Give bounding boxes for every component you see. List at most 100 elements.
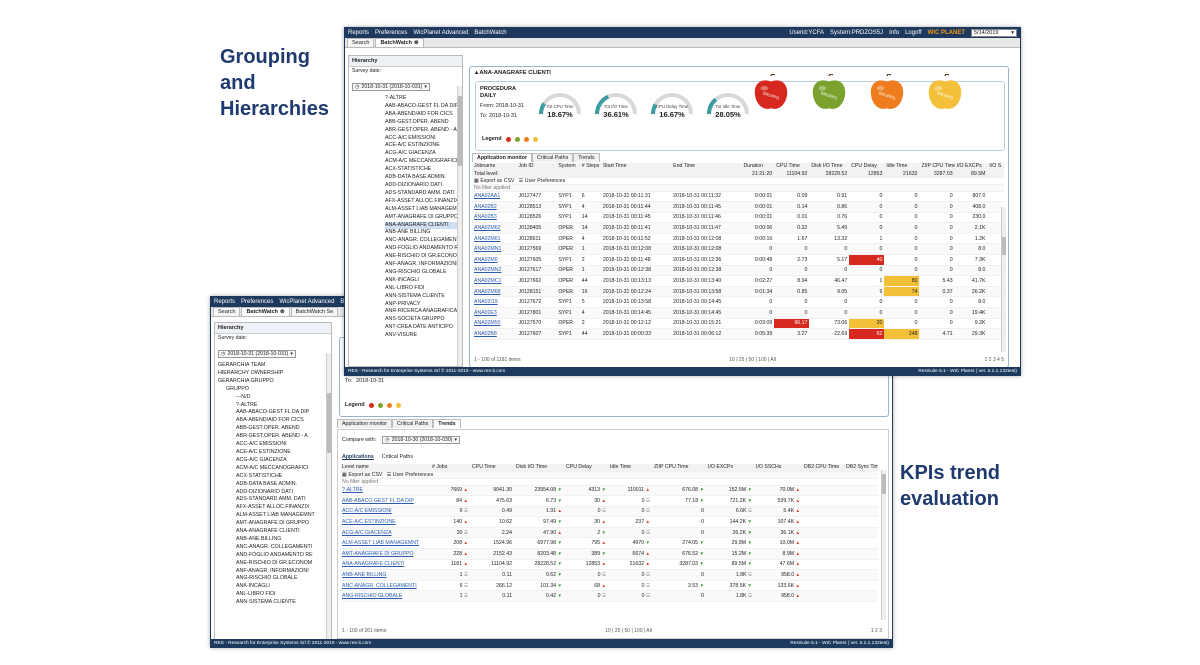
level-link[interactable]: ACG-A/C GIACENZA — [340, 527, 430, 539]
user-preferences-button[interactable]: ☰ User Preferences — [518, 177, 566, 184]
tree-node[interactable]: ACC-A/C EMISSIONI — [236, 441, 287, 448]
group-apple-icon[interactable]: GRUPPO — [868, 73, 906, 112]
column-header[interactable]: Start Time — [600, 163, 672, 171]
tree-node[interactable]: ANF-ANAGR. INFORMAZIONI — [385, 261, 458, 268]
tree-node[interactable]: ANA-ANAGRAFE CLIENTI — [385, 221, 459, 230]
pager-pages[interactable]: 1 2 3 — [870, 628, 882, 634]
tree-node[interactable]: ANS-SOCIETA GRUPPO — [385, 316, 445, 323]
tree-node[interactable]: ANN-SISTEMA CLIENTE — [236, 599, 296, 606]
column-header[interactable]: Duration — [741, 163, 775, 171]
tree-node[interactable]: ADD-DIZIONARIO DATI — [236, 488, 293, 495]
table-row[interactable]: ANC-ANAGR. COLLEGAMENTI 6 ☰ 266.12 101.34 ▼… — [340, 580, 878, 592]
compare-select[interactable]: ◷ 2018-10-30 (2018-10-030) ▾ — [382, 436, 461, 444]
tree-node[interactable]: ANF-ANAGR. INFORMAZIONI — [236, 567, 309, 574]
level-link[interactable]: ALM-ASSET LIAB MANAGEMNT — [340, 537, 430, 550]
column-header[interactable]: Idle Time — [884, 163, 920, 171]
subtab-critical-paths[interactable]: Critical Paths — [532, 153, 574, 162]
tree-node[interactable]: AFX-ASSET ALLOC.FINANZIX — [236, 504, 310, 511]
innertab-critical-paths[interactable]: Critical Paths — [381, 454, 413, 460]
tab-batchwatch[interactable]: BatchWatch ⊗ — [375, 38, 424, 47]
column-header[interactable]: CPU Delay — [564, 464, 608, 472]
table-row[interactable]: ANA02M62 J0128405 OPER 14 2018-10-31 00:11:4… — [472, 222, 1004, 234]
job-link[interactable]: ANA02AA1 — [472, 191, 517, 203]
tree-node[interactable]: AMT-ANAGRAFE DI GRUPPO — [236, 520, 309, 527]
tree-node[interactable]: ACG-A/C GIACENZA — [236, 456, 287, 463]
tree-node[interactable]: ANB-ANE BILLING — [385, 229, 431, 236]
table-row[interactable]: AAB-ABACO-GEST FL DA DIP 84 ▲ 475.63 6.73 ▼… — [340, 495, 878, 507]
subtab-application-monitor[interactable]: Application monitor — [337, 419, 393, 428]
level-link[interactable]: ANA-ANAGRAFE CLIENTI — [340, 559, 430, 571]
job-link[interactable]: ANA02M61 — [472, 233, 517, 245]
tree-node[interactable]: ACG-A/C GIACENZA — [385, 150, 436, 157]
tree-node[interactable]: ACC-A/C EMISSIONI — [385, 134, 436, 141]
tree-node[interactable]: ABB-GEST.OPER. ABEND — [236, 425, 300, 432]
tree-node[interactable]: AND-FOGLIO ANDAMENTO RE — [236, 551, 313, 558]
job-link[interactable]: ANA02M62 — [472, 222, 517, 234]
column-header[interactable]: System — [556, 163, 580, 171]
tree-node[interactable]: ---N/D — [236, 393, 251, 400]
tree-node[interactable]: ANL-LIBRO FIDI — [385, 284, 425, 291]
tree-scrollbar[interactable] — [326, 353, 331, 639]
tree-node[interactable]: ANN-SISTEMA CLIENTE — [385, 292, 445, 299]
tab-search[interactable]: Search — [347, 38, 375, 47]
job-link[interactable]: ANA02I19 — [472, 296, 517, 309]
subtab-application-monitor[interactable]: Application monitor — [472, 153, 533, 162]
tree-node[interactable]: ACM-A/C MECCANOGRAFICI — [385, 158, 458, 165]
tree-node[interactable]: ABA-ABEND/AID FOR CICS — [236, 417, 304, 424]
tree-node[interactable]: ABR-GEST.OPER. ABEND - A — [236, 433, 308, 440]
tree-node[interactable]: ANP-PRIVACY — [385, 300, 421, 307]
level-link[interactable]: AMT-ANAGRAFE DI GRUPPO — [340, 548, 430, 560]
job-link[interactable]: ANA02B8 — [472, 328, 517, 340]
collapse-icon[interactable]: ▴ — [475, 70, 478, 76]
innertab-applications[interactable]: Applications — [342, 454, 374, 460]
logoff-link[interactable]: Logoff — [905, 30, 922, 36]
tree-node[interactable]: ALM-ASSET LIAB MANAGEMNT — [236, 512, 315, 519]
table-row[interactable]: ANA02MC1 J0127662 OPER 44 2018-10-31 00:13:1… — [472, 275, 1004, 287]
level-link[interactable]: ANB-ANE BILLING — [340, 569, 430, 581]
tree-node[interactable]: ACX-STATISTICHE — [385, 166, 432, 173]
tree-node[interactable]: AAB-ABACO-GEST FL DA DIP — [385, 102, 459, 109]
table-row[interactable]: ?-ALTRE 7669 ▲ 9041.30 23954.08 ▼ 4313 ▼ 1100… — [340, 485, 878, 497]
column-header[interactable]: Idle Time — [608, 464, 652, 472]
table-row[interactable]: ANG-RISCHIO GLOBALE 1 ☰ 0.11 0.42 ▼ 0 ☰ 0 ☰ 0 1… — [340, 590, 878, 603]
table-row[interactable]: ACC-A/C EMISSIONI 6 ☰ 0.49 1.91 ▲ 0 ☰ 0 ☰ 0 6.6… — [340, 506, 878, 518]
tree-node[interactable]: ABA-ABEND/AID FOR CICS — [385, 110, 453, 117]
table-row[interactable]: ALM-ASSET LIAB MANAGEMNT 208 ▲ 1524.96 6977… — [340, 537, 878, 550]
column-header[interactable]: # Jobs — [430, 464, 470, 472]
column-header[interactable]: I/O SSCHs — [754, 464, 802, 472]
tree-node[interactable]: ANK-INCAGLI — [385, 276, 419, 283]
column-header[interactable]: DB2 Sync Time — [844, 464, 878, 472]
job-link[interactable]: ANA02E3 — [472, 307, 517, 319]
export-csv-button[interactable]: ▦ Export as CSV — [342, 471, 383, 478]
tree-node[interactable]: ANE-RISCHIO DI GR.ECONOM — [385, 253, 459, 260]
trends-scrollbar[interactable] — [881, 470, 886, 620]
table-row[interactable]: ANA02M68 J0128151 OPER 16 2018-10-31 00:12:2… — [472, 286, 1004, 298]
survey-date-select[interactable]: ◷ 2018-10-31 (2018-10-031) ▾ — [352, 83, 430, 91]
tree-node[interactable]: ANV-VISURE — [385, 332, 418, 339]
table-row[interactable]: ANA02AA1 J0127477 SYP1 6 2018-10-31 00:11:31… — [472, 191, 1004, 203]
table-row[interactable]: ACG-A/C GIACENZA 30 ☰ 2.24 47.90 ▲ 2 ▼ 0 ☰ 0 26… — [340, 527, 878, 539]
subtab-trends[interactable]: Trends — [573, 153, 600, 162]
column-header[interactable]: CPU Delay — [849, 163, 885, 171]
menu-batchwatch[interactable]: BatchWatch — [474, 30, 507, 36]
table-row[interactable]: ACE-A/C ESTINZIONE 140 ▲ 10.62 97.49 ▼ 30 ▲ 2… — [340, 516, 878, 528]
tree-node[interactable]: ACM-A/C MECCANOGRAFICI — [236, 464, 309, 471]
job-link[interactable]: ANA02MC1 — [472, 275, 517, 287]
level-link[interactable]: ACE-A/C ESTINZIONE — [340, 516, 430, 528]
jobs-scrollbar[interactable] — [1001, 207, 1006, 352]
column-header[interactable]: I/O EXCPs — [706, 464, 754, 472]
tab-search[interactable]: Search — [213, 307, 241, 316]
level-link[interactable]: ANC-ANAGR. COLLEGAMENTI — [340, 580, 430, 592]
table-row[interactable]: ANA02MN1 J0127569 OPER 1 2018-10-31 00:12:08… — [472, 243, 1004, 256]
tree-node[interactable]: ACE-A/C ESTINZIONE — [236, 448, 291, 455]
column-header[interactable]: CPU Time — [774, 163, 810, 171]
tree-node[interactable]: GERARCHIA TEAM — [218, 362, 266, 368]
tree-node[interactable]: AAB-ABACO-GEST FL DA DIP — [236, 409, 310, 416]
table-row[interactable]: ANA02M61 J0128611 OPER 4 2018-10-31 00:11:52… — [472, 233, 1004, 245]
column-header[interactable]: CPU Time — [470, 464, 514, 472]
tree-node[interactable]: ANA-ANAGRAFE CLIENTI — [236, 528, 300, 535]
column-header[interactable]: Jobname — [472, 163, 517, 171]
tree-node[interactable]: HIERARCHY OWNERSHIP — [218, 369, 284, 376]
level-link[interactable]: AAB-ABACO-GEST FL DA DIP — [340, 495, 430, 507]
subtab-critical-paths[interactable]: Critical Paths — [392, 419, 434, 428]
